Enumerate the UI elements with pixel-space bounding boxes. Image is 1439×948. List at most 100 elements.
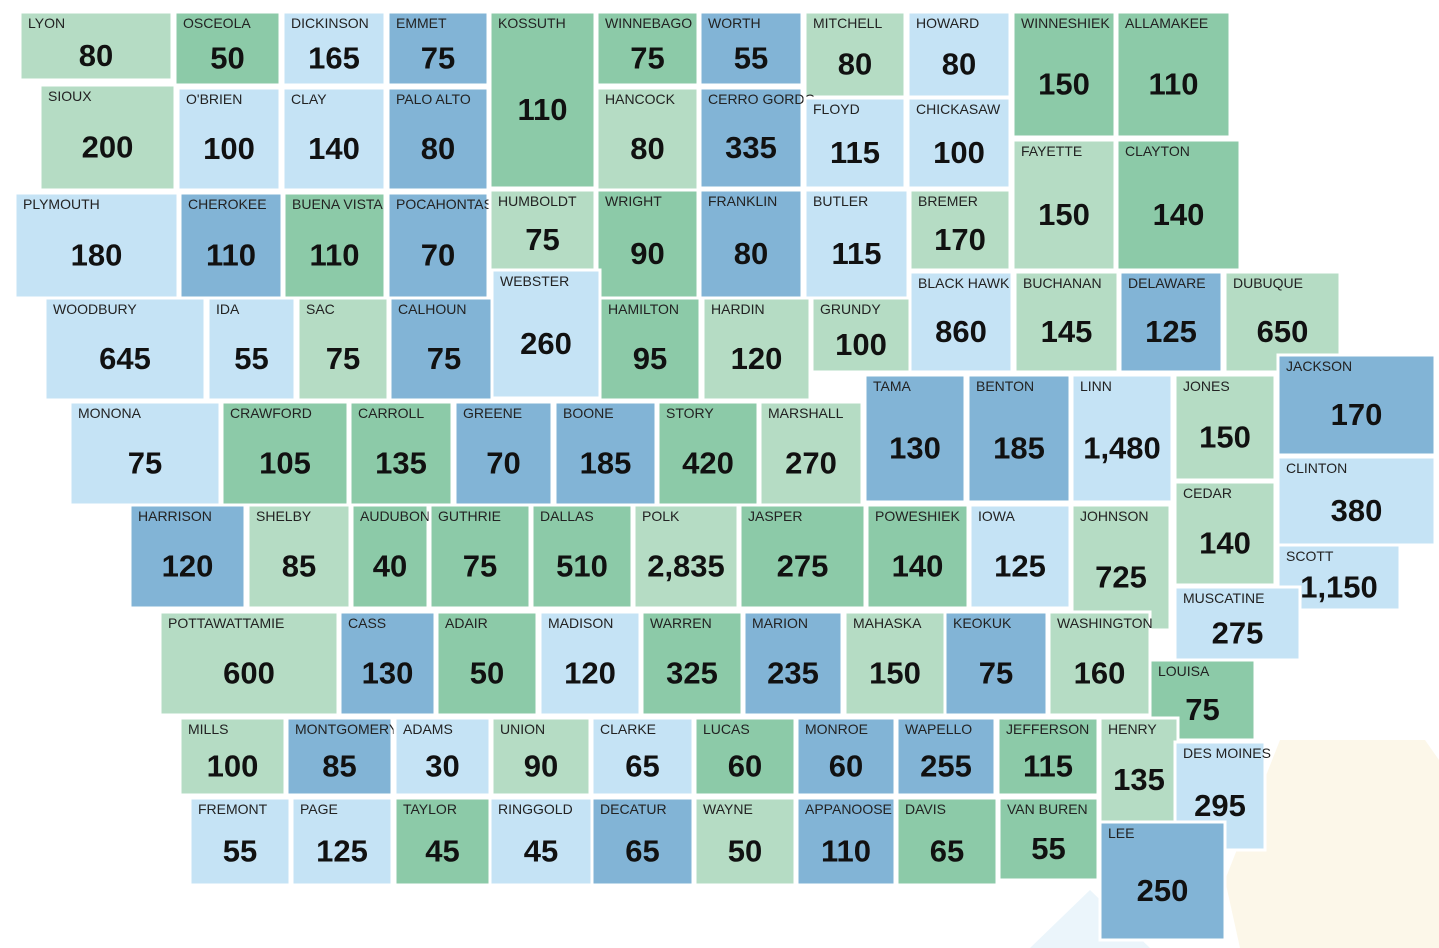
county-value: 75 [421,41,455,76]
county-value: 125 [994,549,1046,584]
county-value: 860 [935,314,987,349]
county-name: CHICKASAW [916,101,1001,117]
county-value: 275 [1212,616,1264,651]
county-value: 65 [930,834,964,869]
county-shape [206,296,297,402]
county-shape [590,716,695,797]
county-shape [282,191,387,300]
county-shape [843,610,947,717]
background-shape [1225,740,1439,948]
county-name: DALLAS [540,508,594,524]
county-name: WINNESHIEK [1021,15,1110,31]
county-shape [906,10,1012,99]
county-shape [742,610,844,717]
county-shape [338,610,437,717]
county-shape [1118,270,1224,374]
county-value: 170 [1331,397,1383,432]
county-name: HUMBOLDT [498,193,577,209]
county-shape [68,400,222,507]
county-name: LYON [28,15,65,31]
county-name: HANCOCK [605,91,676,107]
county-shape [895,716,997,797]
county-name: FREMONT [198,801,268,817]
county-value: 645 [99,341,151,376]
county-shape [281,86,387,192]
county-name: FRANKLIN [708,193,777,209]
county-name: KOSSUTH [498,15,566,31]
county-name: WOODBURY [53,301,137,317]
county-name: MILLS [188,721,228,737]
county-value: 150 [1199,420,1251,455]
county-name: JACKSON [1286,358,1352,374]
county-value: 30 [425,749,459,784]
county-shape [590,796,695,887]
county-shape [640,610,744,717]
county-name: WRIGHT [605,193,662,209]
county-value: 335 [725,130,777,165]
county-shape [285,716,394,797]
county-shape [595,86,700,192]
county-shape [595,10,700,87]
county-shape [863,373,967,504]
county-value: 125 [1145,314,1197,349]
county-value: 75 [463,549,497,584]
county-value: 235 [767,656,819,691]
county-name: GUTHRIE [438,508,501,524]
county-name: KEOKUK [953,615,1012,631]
county-shape [803,10,907,99]
county-name: MARSHALL [768,405,844,421]
county-shape [350,503,430,610]
county-value: 80 [79,38,113,73]
county-name: CLARKE [600,721,656,737]
county-value: 75 [326,341,360,376]
county-shape [803,96,907,190]
county-shape [698,188,804,300]
county-name: DAVIS [905,801,946,817]
county-value: 420 [682,446,734,481]
county-shape [693,796,797,887]
county-value: 80 [942,47,976,82]
county-name: CERRO GORDO [708,91,815,107]
county-shape [290,796,394,887]
county-value: 115 [830,135,880,170]
county-value: 110 [206,238,256,273]
county-value: 295 [1194,788,1246,823]
county-value: 55 [1031,831,1065,866]
county-shape [895,796,999,887]
county-name: WAPELLO [905,721,972,737]
county-name: IOWA [978,508,1015,524]
county-name: HAMILTON [608,301,679,317]
county-value: 50 [210,41,244,76]
county-shape [698,86,804,190]
county-name: JEFFERSON [1006,721,1089,737]
county-name: BOONE [563,405,614,421]
county-shape [281,10,387,87]
county-value: 65 [625,749,659,784]
county-name: BLACK HAWK [918,275,1010,291]
county-shape [188,796,292,887]
county-value: 100 [203,131,255,166]
county-shape [698,10,804,87]
county-name: POCAHONTAS [396,196,493,212]
county-shape [1070,503,1172,632]
county-name: JASPER [748,508,802,524]
county-value: 1,150 [1300,570,1378,605]
county-value: 80 [734,236,768,271]
county-name: DUBUQUE [1233,275,1303,291]
county-shape [246,503,352,610]
county-value: 200 [82,130,134,165]
counties: LYON 80 OSCEOLA 50 DICKINSON 165 EMMET 75 KOSSUT… [13,10,1437,942]
county-shape [738,503,867,610]
county-shape [18,10,174,82]
county-shape [38,83,177,192]
county-shape [173,10,282,87]
county-name: PAGE [300,801,338,817]
county-shape [1098,820,1227,942]
county-value: 180 [71,238,123,273]
county-name: ADAMS [403,721,453,737]
county-value: 115 [1023,749,1073,784]
county-name: HARRISON [138,508,212,524]
county-name: SCOTT [1286,548,1334,564]
county-name: GRUNDY [820,301,881,317]
county-name: MUSCATINE [1183,590,1264,606]
